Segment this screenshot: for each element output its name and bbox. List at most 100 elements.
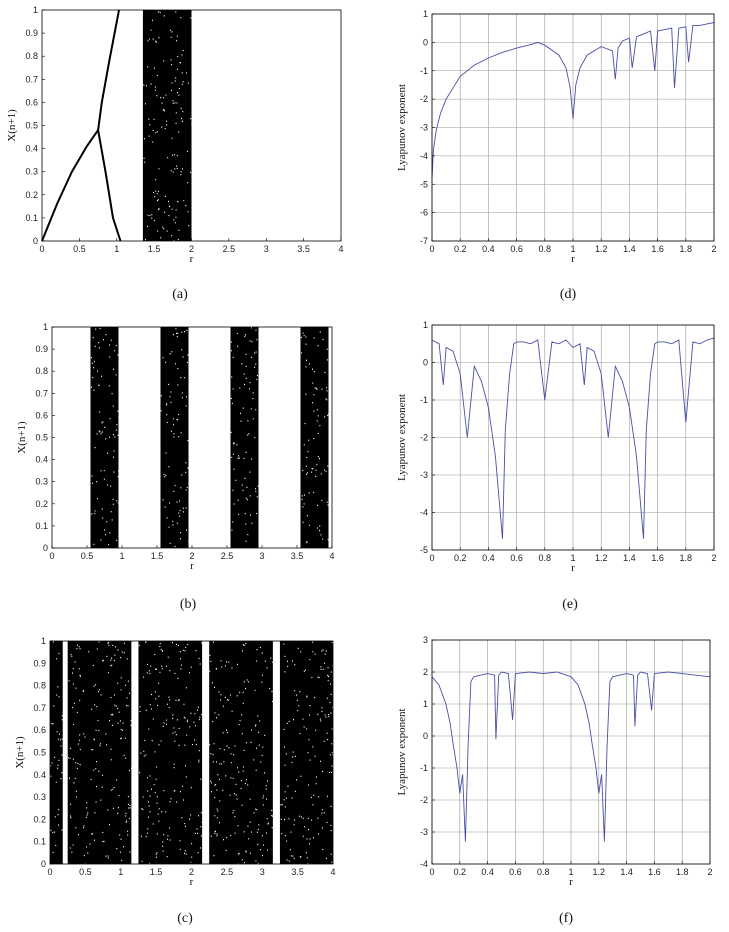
chaos-speck [155,179,157,181]
chaos-speck [255,860,257,862]
chaos-speck [326,501,328,503]
chaos-speck [238,455,240,457]
panel-caption: (d) [560,287,577,302]
chaos-speck [178,744,180,746]
x-tick-label: 2.5 [221,551,234,561]
y-tick-label: 0.7 [35,388,48,398]
chaos-speck [303,726,305,728]
chaos-speck [142,796,144,798]
chaos-speck [60,778,62,780]
chaos-speck [245,523,247,525]
chaos-speck [226,731,228,734]
chaos-speck [306,515,308,517]
chaos-speck [94,447,96,449]
chaos-speck [184,717,186,719]
chaos-speck [178,500,180,502]
chaos-speck [190,712,192,714]
x-tick-label: 0.4 [481,867,494,877]
chaos-speck [255,724,257,726]
chaos-speck [243,681,245,683]
chaos-speck [180,668,182,670]
chaos-speck [321,809,323,811]
chaos-speck [103,478,105,480]
chaos-speck [115,374,117,376]
chaos-speck [216,833,218,835]
chaos-speck [316,464,318,466]
chaos-speck [185,646,187,649]
chaos-speck [331,641,333,644]
chaos-speck [179,651,181,653]
chaos-speck [170,798,172,800]
chaos-speck [93,360,95,363]
chaos-speck [51,762,53,764]
chaos-speck [107,484,109,486]
chaos-speck [74,661,76,663]
chaos-speck [329,683,331,685]
chaos-speck [313,371,315,373]
chaos-speck [174,545,176,548]
chaos-speck [299,815,301,817]
chaos-band [138,641,203,864]
chaos-speck [307,817,309,820]
x-tick-label: 1 [570,244,575,254]
chaos-speck [307,451,309,453]
y-tick-label: 0.4 [33,770,46,780]
chaos-speck [166,421,168,424]
chaos-speck [255,488,257,490]
chaos-speck [69,815,71,817]
chaos-speck [112,713,114,715]
x-tick-label: 2.5 [221,867,234,877]
chaos-speck [111,714,113,716]
chaos-speck [91,833,93,835]
chaos-speck [169,542,171,545]
chaos-speck [171,235,173,237]
chaos-speck [238,771,240,773]
y-tick-label: -1 [420,763,428,773]
chaos-speck [166,517,168,519]
chaos-speck [247,784,249,786]
chaos-speck [113,694,115,696]
chaos-speck [184,744,186,746]
chaos-speck [147,225,149,227]
chaos-speck [107,452,109,454]
chaos-speck [149,811,151,813]
chaos-speck [243,644,245,646]
chaos-speck [271,827,273,829]
chaos-speck [101,431,103,433]
chaos-speck [305,473,307,475]
chaos-speck [162,499,164,501]
chaos-speck [117,434,119,436]
chaos-speck [181,474,183,476]
chaos-speck [250,356,252,359]
chaos-speck [120,677,122,679]
chaos-speck [185,776,187,778]
chaos-speck [102,339,104,341]
chaos-speck [72,706,74,709]
chaos-speck [241,733,243,735]
chaos-speck [194,725,196,727]
chaos-speck [182,168,184,170]
chaos-speck [235,794,237,796]
chaos-speck [316,420,318,422]
chaos-speck [169,353,171,355]
chaos-speck [326,359,328,361]
chaos-speck [169,801,171,803]
chaos-speck [164,195,166,198]
chaos-speck [190,814,192,816]
chaos-speck [77,834,79,836]
chaos-speck [209,744,211,746]
y-tick-label: 0 [41,859,46,869]
chaos-speck [116,423,118,426]
chaos-speck [184,825,186,827]
chaos-speck [163,790,165,792]
chaos-speck [242,644,244,646]
chaos-speck [231,376,233,378]
y-tick-label: -3 [420,470,428,480]
chaos-speck [187,354,189,356]
chaos-speck [179,791,181,793]
chaos-speck [323,812,325,814]
chaos-speck [161,668,163,670]
chaos-speck [245,334,247,336]
chaos-speck [311,471,313,473]
chaos-speck [185,489,187,491]
